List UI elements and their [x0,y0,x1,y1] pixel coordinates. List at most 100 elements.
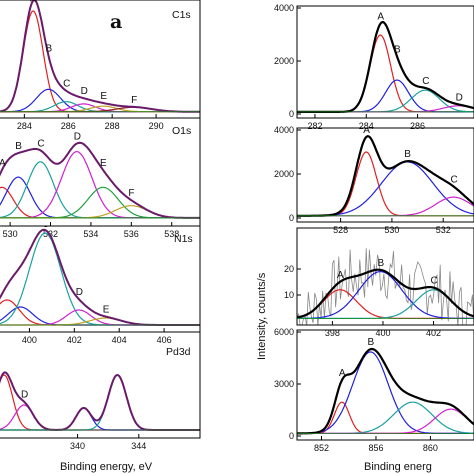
panel-frame [0,117,201,227]
x-tick-label: 538 [164,229,179,239]
peak-label-B: B [404,149,411,160]
panel-frame [0,331,201,439]
plot-area: AB [297,337,474,435]
panel-frame [0,225,201,333]
spectrum-panel-2: AB C D E F 530 532 534 536 538 O1s [0,117,201,239]
peak-label-C: C [37,138,44,149]
peak-label-B: B [377,258,384,269]
x-tick-label: 290 [149,121,164,131]
panel-label-C1s: C1s [172,9,191,21]
component-peak-B [297,271,474,319]
peak-label-B: B [368,337,375,348]
x-tick-label: 286 [61,121,76,131]
component-peak-A [297,151,474,217]
peak-label-F: F [128,188,134,199]
panel-label-O1s: O1s [172,125,191,137]
x-tick-label: 400 [375,328,390,338]
plot-area: A B C [297,248,474,325]
y-tick-label: 0 [289,213,294,223]
envelope-line [0,228,200,326]
panel-frame [296,127,474,223]
x-tick-label: 860 [423,443,438,453]
peak-label-A: A [30,0,37,4]
y-tick-label: 2000 [274,169,294,179]
x-tick-label: 288 [105,121,120,131]
x-tick-label: 852 [314,443,329,453]
peak-label-A: A [377,12,384,23]
left-x-axis-label: Binding energy, eV [60,461,153,473]
peak-label-C: C [450,174,457,185]
plot-area: A B C D [297,12,474,114]
spectrum-panel-3: C D E 400 402 404 406 N1s [0,219,201,345]
peak-label-D: D [456,92,463,103]
envelope-line [0,0,200,113]
envelope-line [297,268,474,319]
x-tick-label: 344 [131,441,146,451]
peak-label-B: B [394,45,401,56]
right-y-axis-label: Intensity, counts/s [256,272,268,360]
y-tick-label: 2000 [274,56,294,66]
x-tick-label: 402 [67,335,82,345]
panel-label-Pd3d: Pd3d [166,346,191,358]
x-tick-label: 532 [436,225,451,235]
spectrum-panel-7: A B C 398 400 402 10 20 [284,227,474,338]
x-tick-label: 286 [410,121,425,131]
envelope-line [297,21,474,114]
peak-label-A: A [337,270,344,281]
peak-label-A: A [339,368,346,379]
peak-label-C: C [63,79,70,90]
peak-label-C: C [422,76,429,87]
x-tick-label: 536 [124,229,139,239]
raw-data-line [297,248,474,325]
x-tick-label: 400 [22,335,37,345]
peak-label-E: E [100,91,107,102]
panel-frame [296,329,474,441]
envelope-line [0,141,200,219]
peak-label-A: A [0,158,6,169]
x-tick-label: 856 [368,443,383,453]
y-tick-label: 4000 [274,3,294,13]
x-tick-label: 402 [426,328,441,338]
component-peak-1 [0,306,200,326]
plot-area: AB C D E F [0,132,200,219]
plot-area: A B C [297,125,474,217]
peak-label-D: D [21,390,28,401]
y-tick-label: 6000 [274,327,294,337]
panel-label-N1s: N1s [174,233,193,245]
y-tick-label: 0 [289,109,294,119]
x-tick-label: 534 [83,229,98,239]
spectrum-panel-5: A B C D 282 284 286 0 2000 4000 [274,3,474,131]
peak-label-B: B [46,44,53,55]
x-tick-label: 404 [112,335,127,345]
peak-label-A: A [363,125,370,136]
peak-label-C: C [42,219,49,230]
y-tick-label: 10 [284,290,294,300]
peak-label-E: E [100,158,107,169]
x-tick-label: 406 [157,335,172,345]
peak-label-E: E [103,305,110,316]
x-tick-label: 284 [359,121,374,131]
x-tick-label: 528 [333,225,348,235]
x-tick-label: 530 [384,225,399,235]
panel-letter: a [110,11,122,33]
component-peak-3 [0,374,200,431]
peak-label-D: D [74,132,81,143]
y-tick-label: 3000 [274,379,294,389]
y-tick-label: 4000 [274,125,294,135]
peak-label-D: D [76,287,83,298]
spectrum-panel-4: D 340 344 Pd3d [0,331,201,451]
peak-label-B: B [15,141,22,152]
peak-label-C: C [431,276,438,287]
spectrum-panel-1: A B CD E F 284 286 288 290 C1s [0,0,201,131]
panel-frame [296,5,474,119]
x-tick-label: 282 [307,121,322,131]
x-tick-label: 340 [70,441,85,451]
envelope-line [297,347,474,435]
x-tick-label: 530 [3,229,18,239]
plot-area: C D E [0,219,200,326]
x-tick-label: 284 [17,121,32,131]
panel-frame [296,227,474,326]
